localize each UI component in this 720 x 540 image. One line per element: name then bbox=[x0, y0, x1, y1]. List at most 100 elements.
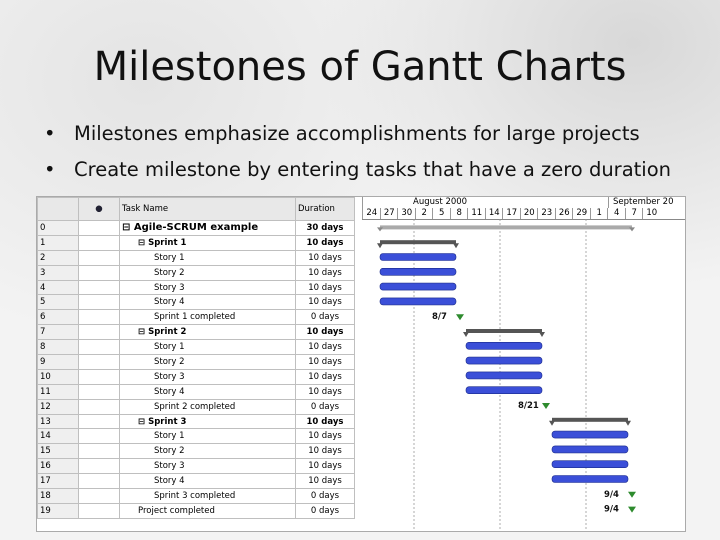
row-indicator bbox=[78, 368, 120, 385]
task-bar bbox=[551, 475, 629, 483]
task-name-text: Story 1 bbox=[154, 342, 185, 353]
table-row[interactable]: 2 Story 1 10 days bbox=[37, 249, 355, 266]
row-duration: 0 days bbox=[295, 309, 355, 326]
summary-end-marker bbox=[549, 420, 555, 426]
row-duration: 10 days bbox=[295, 294, 355, 311]
duration-column-header[interactable]: Duration bbox=[295, 197, 355, 221]
row-task-name[interactable]: Sprint 1 completed bbox=[119, 309, 296, 326]
collapse-icon[interactable]: ⊟ bbox=[138, 237, 149, 248]
table-row[interactable]: 3 Story 2 10 days bbox=[37, 264, 355, 281]
milestone-marker bbox=[628, 506, 636, 513]
row-indicator bbox=[78, 279, 120, 296]
row-task-name[interactable]: Story 1 bbox=[119, 428, 296, 445]
task-name-text: Story 4 bbox=[154, 386, 185, 397]
collapse-icon[interactable]: ⊟ bbox=[138, 416, 149, 427]
task-name-text: Sprint 3 completed bbox=[154, 490, 236, 501]
row-task-name[interactable]: Story 3 bbox=[119, 458, 296, 475]
row-duration: 10 days bbox=[295, 264, 355, 281]
row-task-name[interactable]: Story 2 bbox=[119, 354, 296, 370]
table-row[interactable]: 8 Story 1 10 days bbox=[37, 339, 355, 356]
bullet-dot-icon: • bbox=[44, 158, 56, 181]
row-id: 15 bbox=[37, 443, 79, 460]
row-indicator bbox=[78, 264, 120, 281]
row-task-name[interactable]: Sprint 3 completed bbox=[119, 488, 296, 504]
table-row[interactable]: 10 Story 3 10 days bbox=[37, 368, 355, 385]
row-indicator bbox=[78, 309, 120, 326]
id-column-header[interactable] bbox=[37, 197, 79, 221]
row-task-name[interactable]: ⊟ Agile-SCRUM example bbox=[119, 220, 296, 236]
day-label: 23 bbox=[537, 208, 556, 219]
task-name-text: Story 2 bbox=[154, 446, 185, 457]
milestone-marker bbox=[542, 403, 550, 409]
table-row[interactable]: 7 ⊟ Sprint 2 10 days bbox=[37, 324, 355, 341]
row-duration: 10 days bbox=[295, 413, 355, 430]
day-label: 27 bbox=[379, 208, 399, 219]
task-name-text: Story 2 bbox=[154, 267, 185, 278]
row-task-name[interactable]: Story 4 bbox=[119, 473, 296, 490]
summary-end-marker bbox=[377, 227, 383, 232]
sprint-summary-bar bbox=[466, 329, 542, 333]
task-name-text: Sprint 2 completed bbox=[154, 401, 236, 412]
table-row[interactable]: 18 Sprint 3 completed 0 days bbox=[37, 488, 355, 504]
table-row[interactable]: 9 Story 2 10 days bbox=[37, 354, 355, 370]
collapse-icon[interactable]: ⊟ bbox=[122, 222, 134, 234]
table-row[interactable]: 1 ⊟ Sprint 1 10 days bbox=[37, 234, 355, 251]
table-row[interactable]: 13 ⊟ Sprint 3 10 days bbox=[37, 413, 355, 430]
task-name-text: Sprint 1 completed bbox=[154, 312, 236, 323]
table-row[interactable]: 12 Sprint 2 completed 0 days bbox=[37, 398, 355, 415]
row-task-name[interactable]: ⊟ Sprint 3 bbox=[119, 413, 296, 430]
day-label: 10 bbox=[642, 208, 661, 219]
day-label: 8 bbox=[449, 208, 469, 219]
row-task-name[interactable]: ⊟ Sprint 2 bbox=[119, 324, 296, 341]
row-duration: 10 days bbox=[295, 279, 355, 296]
table-row[interactable]: 19 Project completed 0 days bbox=[37, 502, 355, 519]
row-duration: 30 days bbox=[295, 220, 355, 236]
row-task-name[interactable]: Story 1 bbox=[119, 249, 296, 266]
row-task-name[interactable]: Story 3 bbox=[119, 279, 296, 296]
summary-end-marker bbox=[453, 243, 459, 249]
row-task-name[interactable]: ⊟ Sprint 1 bbox=[119, 234, 296, 251]
row-duration: 10 days bbox=[295, 368, 355, 385]
table-row[interactable]: 0 ⊟ Agile-SCRUM example 30 days bbox=[37, 220, 355, 236]
table-row[interactable]: 11 Story 4 10 days bbox=[37, 383, 355, 400]
task-table: ● Task Name Duration 0 ⊟ Agile-SCRUM exam… bbox=[37, 197, 355, 519]
table-row[interactable]: 5 Story 4 10 days bbox=[37, 294, 355, 311]
row-id: 10 bbox=[37, 368, 79, 385]
table-row[interactable]: 16 Story 3 10 days bbox=[37, 458, 355, 475]
table-row[interactable]: 6 Sprint 1 completed 0 days bbox=[37, 309, 355, 326]
row-task-name[interactable]: Sprint 2 completed bbox=[119, 398, 296, 415]
row-indicator bbox=[78, 324, 120, 341]
row-indicator bbox=[78, 249, 120, 266]
indicator-column-header[interactable]: ● bbox=[78, 197, 120, 221]
collapse-icon[interactable]: ⊟ bbox=[138, 327, 149, 338]
row-task-name[interactable]: Story 4 bbox=[119, 383, 296, 400]
header-divider bbox=[362, 219, 685, 220]
row-task-name[interactable]: Story 2 bbox=[119, 443, 296, 460]
milestone-date-label: 8/21 bbox=[518, 401, 539, 411]
row-task-name[interactable]: Project completed bbox=[119, 502, 296, 519]
row-task-name[interactable]: Story 3 bbox=[119, 368, 296, 385]
row-task-name[interactable]: Story 4 bbox=[119, 294, 296, 311]
table-row[interactable]: 14 Story 1 10 days bbox=[37, 428, 355, 445]
task-name-text: Sprint 1 bbox=[148, 237, 187, 248]
row-task-name[interactable]: Story 1 bbox=[119, 339, 296, 356]
task-bar bbox=[465, 356, 543, 365]
task-name-text: Story 4 bbox=[154, 476, 185, 487]
month-header: August 2000 bbox=[362, 197, 599, 208]
day-label: 1 bbox=[589, 208, 609, 219]
milestone-marker bbox=[456, 314, 464, 321]
row-indicator bbox=[78, 428, 120, 445]
row-task-name[interactable]: Story 2 bbox=[119, 264, 296, 281]
table-row[interactable]: 4 Story 3 10 days bbox=[37, 279, 355, 296]
day-label: 5 bbox=[432, 208, 451, 219]
task-name-column-header[interactable]: Task Name bbox=[119, 197, 296, 221]
table-row[interactable]: 15 Story 2 10 days bbox=[37, 443, 355, 460]
sprint-summary-bar bbox=[380, 240, 456, 245]
task-bar bbox=[379, 282, 457, 291]
row-id: 9 bbox=[37, 354, 79, 370]
summary-end-marker bbox=[539, 332, 545, 337]
day-label: 30 bbox=[397, 208, 416, 219]
table-row[interactable]: 17 Story 4 10 days bbox=[37, 473, 355, 490]
row-id: 7 bbox=[37, 324, 79, 341]
task-bar bbox=[379, 268, 457, 276]
